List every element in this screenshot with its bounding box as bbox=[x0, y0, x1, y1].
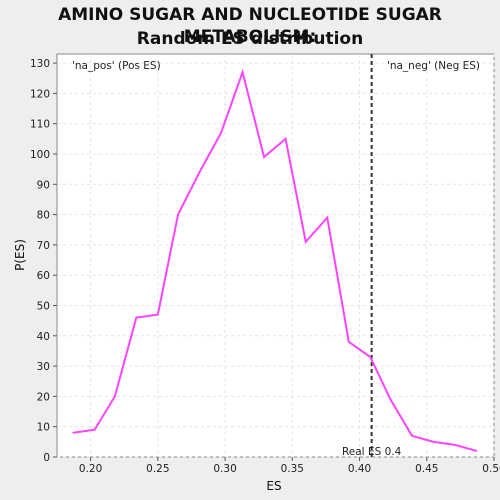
data-point bbox=[347, 341, 350, 343]
y-axis-label: P(ES) bbox=[13, 239, 27, 271]
pos-es-label: 'na_pos' (Pos ES) bbox=[72, 60, 161, 72]
data-point bbox=[326, 216, 329, 219]
data-point bbox=[263, 156, 265, 158]
data-point bbox=[475, 450, 478, 452]
data-point bbox=[72, 431, 74, 434]
grid-lines bbox=[57, 54, 495, 458]
y-tick-label: 70 bbox=[37, 240, 50, 252]
y-tick-label: 120 bbox=[30, 88, 50, 100]
y-tick-label: 0 bbox=[43, 452, 50, 464]
y-axis-ticks: 0 10 20 30 40 50 60 70 80 90 100 110 120 130 bbox=[30, 58, 57, 464]
chart-title-line-2: Random ES distribution bbox=[136, 29, 364, 49]
y-tick-label: 130 bbox=[30, 58, 50, 70]
data-point bbox=[114, 395, 116, 398]
data-point bbox=[157, 313, 159, 316]
y-tick-label: 100 bbox=[30, 149, 50, 161]
data-point bbox=[198, 171, 201, 173]
y-tick-label: 30 bbox=[37, 361, 50, 373]
data-point bbox=[389, 398, 392, 401]
data-point bbox=[304, 241, 307, 243]
x-tick-label: 0.20 bbox=[79, 463, 102, 475]
data-point bbox=[220, 131, 222, 134]
data-point bbox=[454, 444, 456, 446]
neg-es-label: 'na_neg' (Neg ES) bbox=[387, 60, 480, 72]
x-tick-label: 0.35 bbox=[281, 463, 304, 475]
chart-title-line-1: AMINO SUGAR AND NUCLEOTIDE SUGAR METABOL… bbox=[58, 5, 442, 47]
data-point bbox=[93, 428, 96, 431]
series-line bbox=[72, 68, 477, 452]
data-point bbox=[241, 71, 244, 73]
x-tick-label: 0.25 bbox=[146, 463, 169, 475]
x-tick-label: 0.30 bbox=[213, 463, 236, 475]
x-tick-label: 0.40 bbox=[348, 463, 371, 475]
y-tick-label: 110 bbox=[30, 119, 50, 131]
data-point bbox=[411, 434, 413, 437]
y-tick-label: 80 bbox=[37, 210, 50, 222]
x-axis-ticks: 0.20 0.25 0.30 0.35 0.40 0.45 0.50 bbox=[79, 457, 500, 475]
y-tick-label: 10 bbox=[37, 422, 50, 434]
data-point bbox=[177, 213, 179, 216]
y-tick-label: 90 bbox=[37, 179, 50, 191]
x-tick-label: 0.45 bbox=[415, 463, 438, 475]
data-point bbox=[284, 138, 287, 140]
x-tick-label: 0.50 bbox=[482, 463, 500, 475]
x-axis-label: ES bbox=[266, 479, 281, 493]
data-point bbox=[432, 441, 435, 443]
data-point bbox=[369, 356, 372, 358]
data-point bbox=[135, 316, 138, 319]
y-tick-label: 40 bbox=[37, 331, 50, 343]
real-es-label: Real ES 0.4 bbox=[342, 446, 402, 458]
y-tick-label: 20 bbox=[37, 391, 50, 403]
y-tick-label: 60 bbox=[37, 270, 50, 282]
y-tick-label: 50 bbox=[37, 300, 50, 312]
plot-area bbox=[56, 53, 495, 458]
